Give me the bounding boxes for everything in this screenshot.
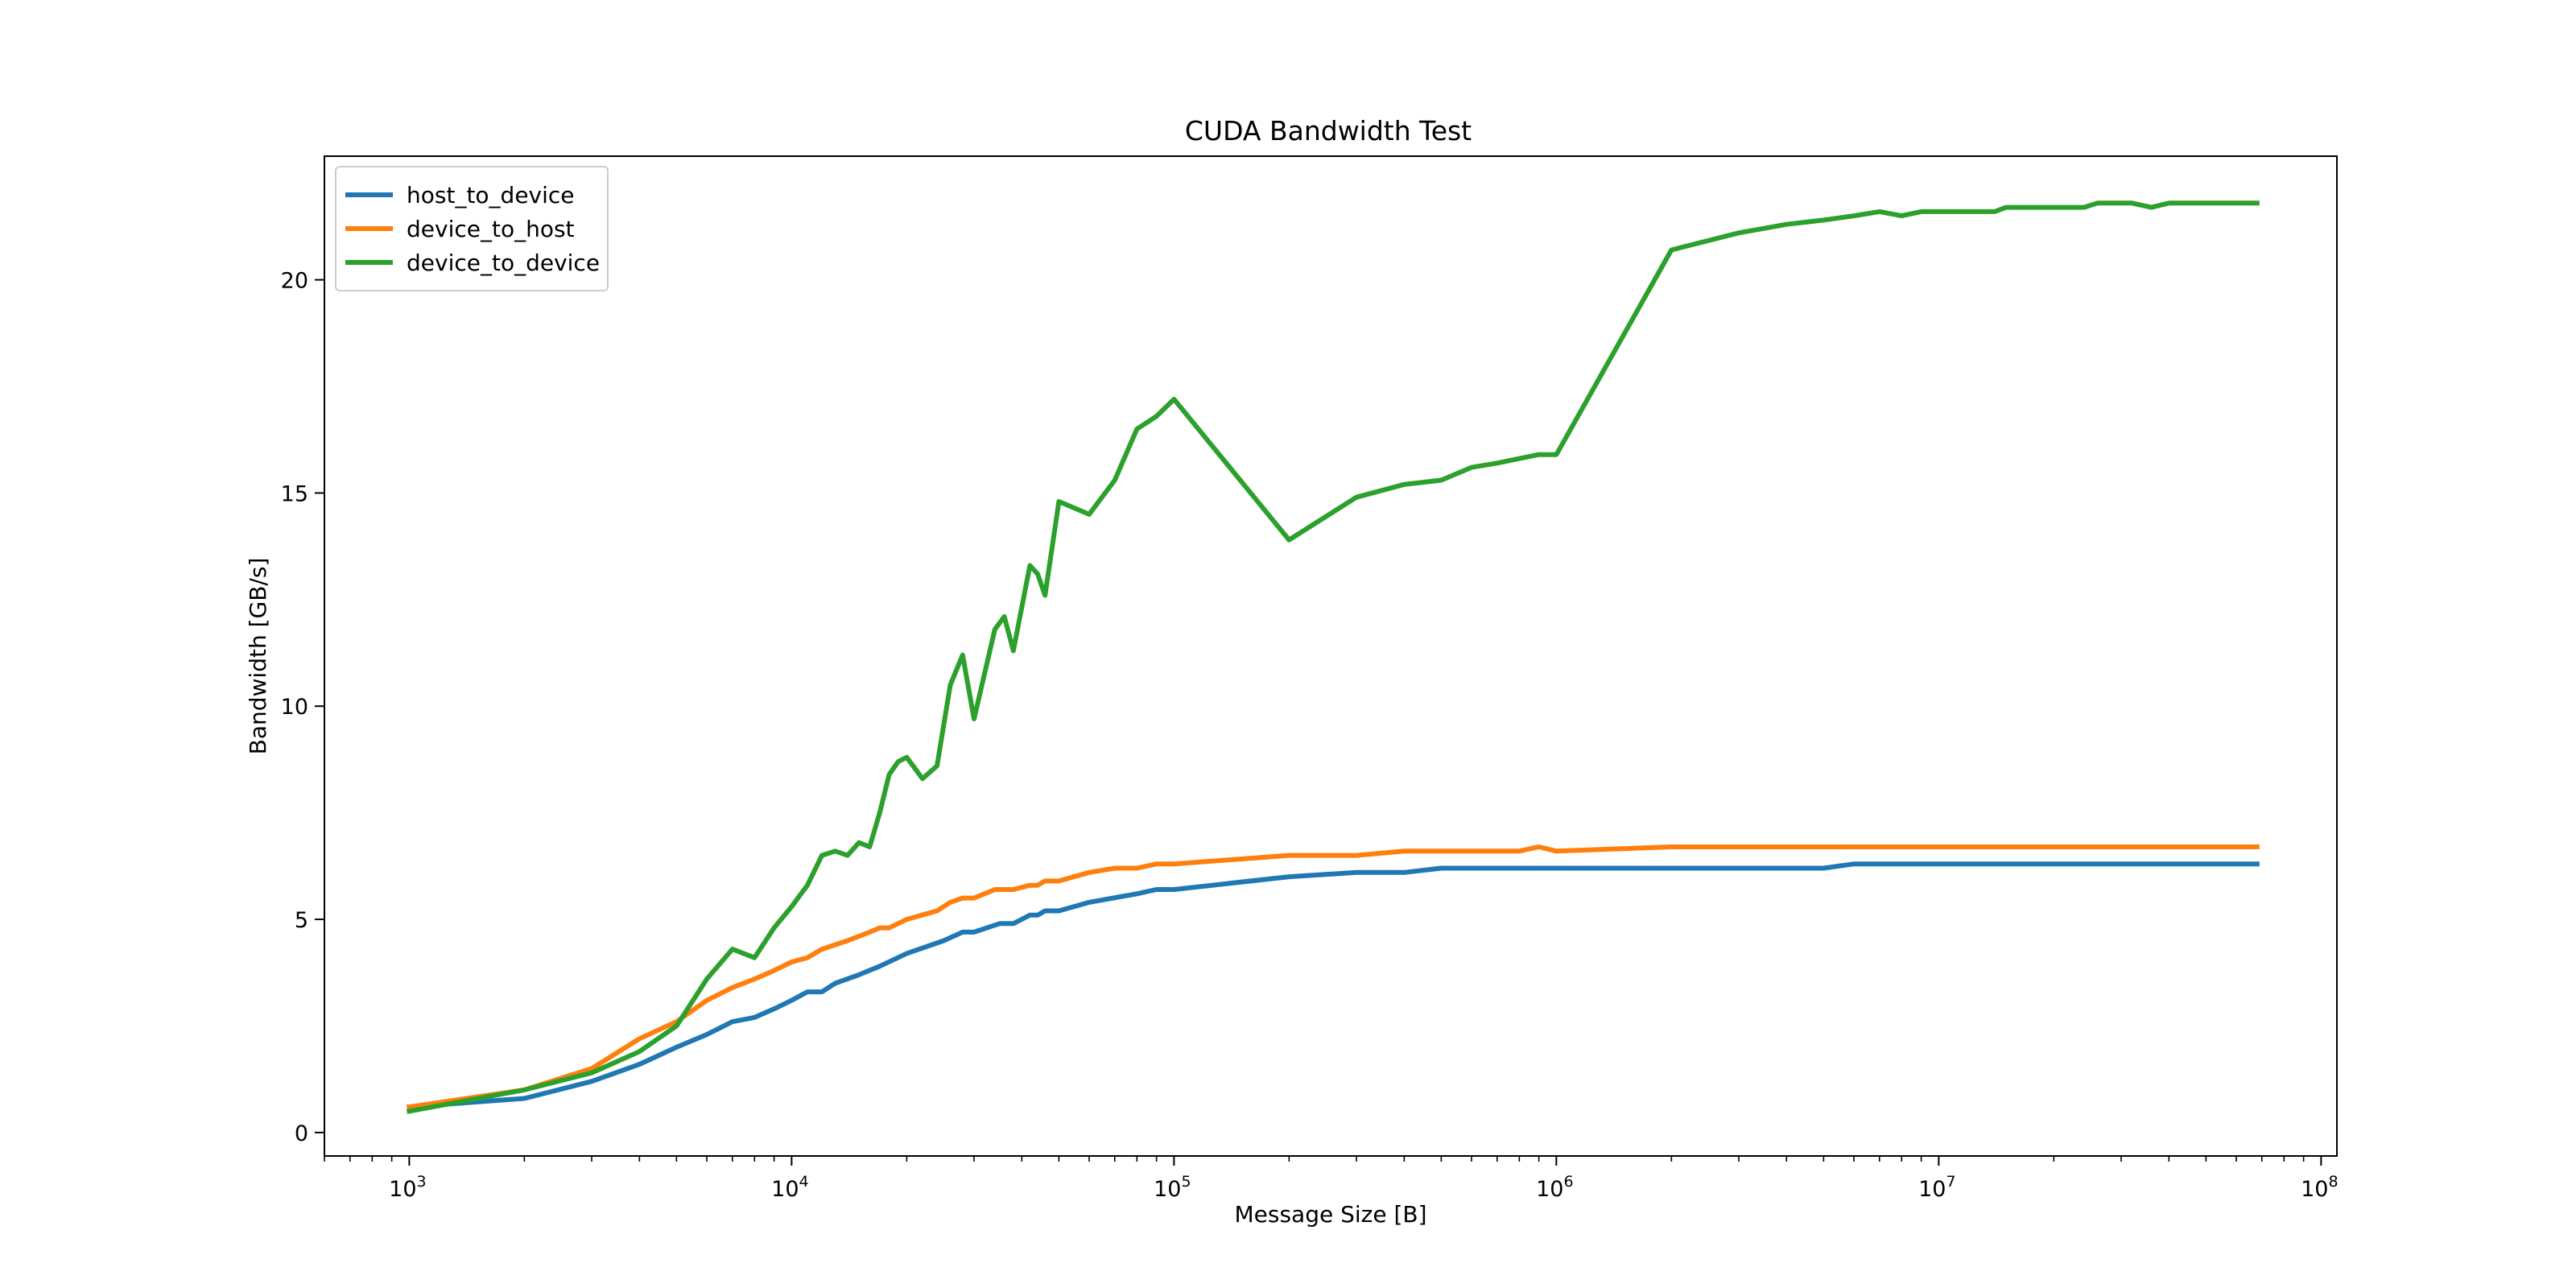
x-tick-label: 108 [2301,1173,2338,1202]
x-tick-base: 10 [389,1177,416,1202]
series-line-device-to-host [406,844,2260,1110]
x-axis: 103 104 105 106 107 108 [324,1156,2339,1202]
y-axis-label: Bandwidth [GB/s] [245,558,271,755]
y-tick-label: 5 [295,908,308,933]
x-tick-exponent: 5 [1181,1173,1191,1191]
y-tick-label: 10 [281,695,308,720]
legend-box [335,166,609,291]
x-tick-label: 104 [771,1173,808,1202]
x-tick-label: 105 [1154,1173,1191,1202]
legend: host_to_device device_to_host device_to_de… [335,166,609,291]
x-tick-base: 10 [771,1177,799,1202]
x-axis-label: Message Size [B] [1234,1201,1426,1228]
x-tick-base: 10 [2301,1177,2328,1202]
x-tick-base: 10 [1154,1177,1181,1202]
x-tick-exponent: 4 [799,1173,809,1191]
plot-frame [324,155,2338,1157]
legend-label-device-to-host: device_to_host [407,216,575,242]
y-tick-label: 0 [295,1121,308,1146]
y-tick-label: 20 [281,269,308,294]
x-tick-exponent: 8 [2328,1173,2338,1191]
x-tick-exponent: 3 [417,1173,427,1191]
legend-label-device-to-device: device_to_device [407,250,600,276]
legend-label-host-to-device: host_to_device [407,182,575,208]
x-tick-label: 106 [1536,1173,1573,1202]
x-tick-exponent: 7 [1946,1173,1955,1191]
x-tick-label: 103 [389,1173,426,1202]
y-tick-label: 15 [281,481,308,506]
x-tick-label: 107 [1918,1173,1955,1202]
x-tick-base: 10 [1918,1177,1946,1202]
x-tick-exponent: 6 [1563,1173,1573,1191]
series-layer [406,200,2260,1114]
y-axis: 0 5 10 15 20 [281,269,324,1146]
x-tick-base: 10 [1536,1177,1563,1202]
chart-title: CUDA Bandwidth Test [1185,115,1472,147]
series-line-host-to-device [407,861,2260,1110]
series-line-device-to-device [406,200,2260,1114]
